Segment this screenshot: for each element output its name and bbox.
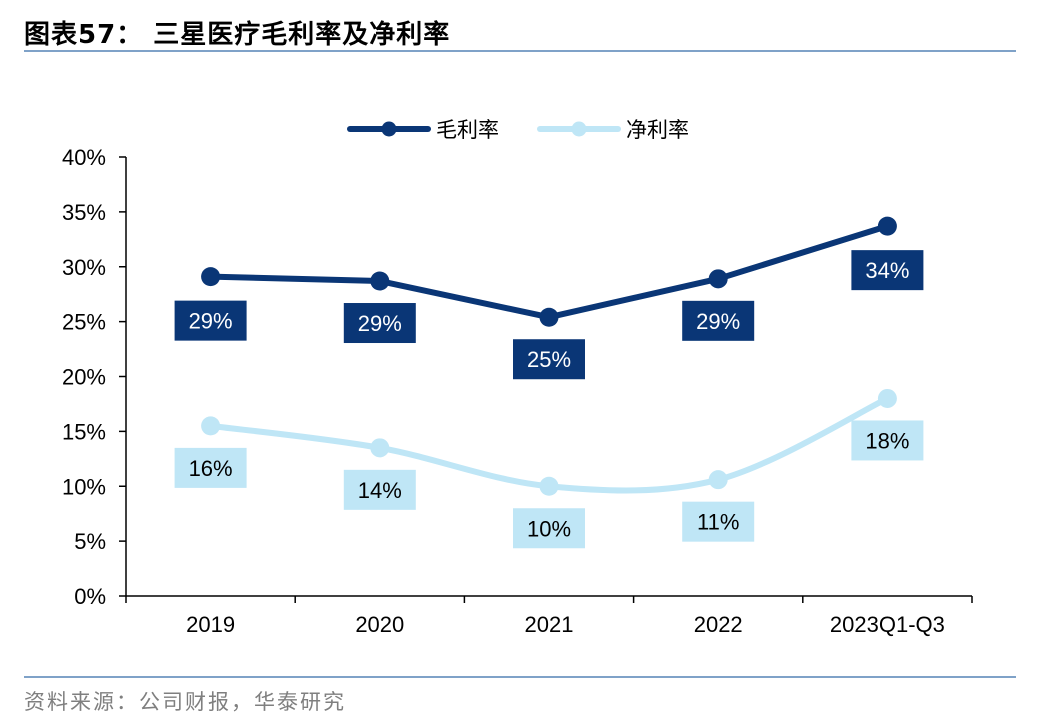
data-point [539, 476, 559, 496]
data-point [877, 216, 897, 236]
legend-marker [571, 121, 587, 137]
x-tick-label: 2020 [355, 612, 404, 637]
data-label: 29% [696, 309, 740, 334]
data-point [201, 267, 221, 287]
series-line-1 [207, 223, 891, 321]
data-label-box [343, 469, 416, 510]
series-line-2 [207, 395, 891, 494]
legend-label: 净利率 [626, 119, 689, 142]
source-divider [24, 676, 1016, 678]
data-label-box [851, 420, 924, 461]
y-tick-label: 20% [62, 365, 106, 390]
data-point [370, 438, 390, 458]
data-label: 14% [358, 478, 402, 503]
data-label-box [513, 508, 585, 549]
y-tick-label: 15% [62, 419, 106, 444]
data-label-box [513, 339, 585, 380]
data-label: 25% [527, 347, 571, 372]
data-point [201, 416, 221, 436]
x-tick-label: 2023Q1-Q3 [830, 612, 945, 637]
data-label-box [851, 250, 924, 291]
data-label: 34% [865, 258, 909, 283]
legend-marker [381, 121, 397, 137]
data-point [370, 271, 390, 291]
data-label-box [174, 300, 247, 341]
data-label: 18% [865, 428, 909, 453]
y-tick-label: 0% [74, 584, 106, 609]
data-point [708, 269, 728, 289]
y-tick-label: 10% [62, 474, 106, 499]
data-label-box [682, 501, 755, 542]
title-bar: 图表57： 三星医疗毛利率及净利率 [24, 12, 1016, 52]
y-tick-label: 25% [62, 310, 106, 335]
data-label: 16% [189, 456, 233, 481]
data-label: 10% [527, 516, 571, 541]
data-label-box [174, 447, 247, 488]
x-tick-label: 2019 [186, 612, 235, 637]
data-label: 11% [697, 510, 739, 535]
chart-title: 图表57： 三星医疗毛利率及净利率 [24, 20, 451, 50]
data-point [877, 388, 897, 408]
y-tick-label: 5% [74, 529, 106, 554]
y-tick-label: 40% [62, 145, 106, 170]
data-label: 29% [358, 311, 402, 336]
source-note: 资料来源：公司财报，华泰研究 [24, 690, 346, 714]
data-point [539, 307, 559, 327]
x-tick-label: 2021 [525, 612, 574, 637]
x-tick-label: 2022 [694, 612, 743, 637]
legend-label: 毛利率 [436, 119, 499, 142]
y-tick-label: 30% [62, 255, 106, 280]
data-point [708, 470, 728, 490]
y-tick-label: 35% [62, 200, 106, 225]
data-label-box [343, 303, 416, 344]
data-label-box [682, 300, 755, 341]
data-label: 29% [189, 309, 233, 334]
